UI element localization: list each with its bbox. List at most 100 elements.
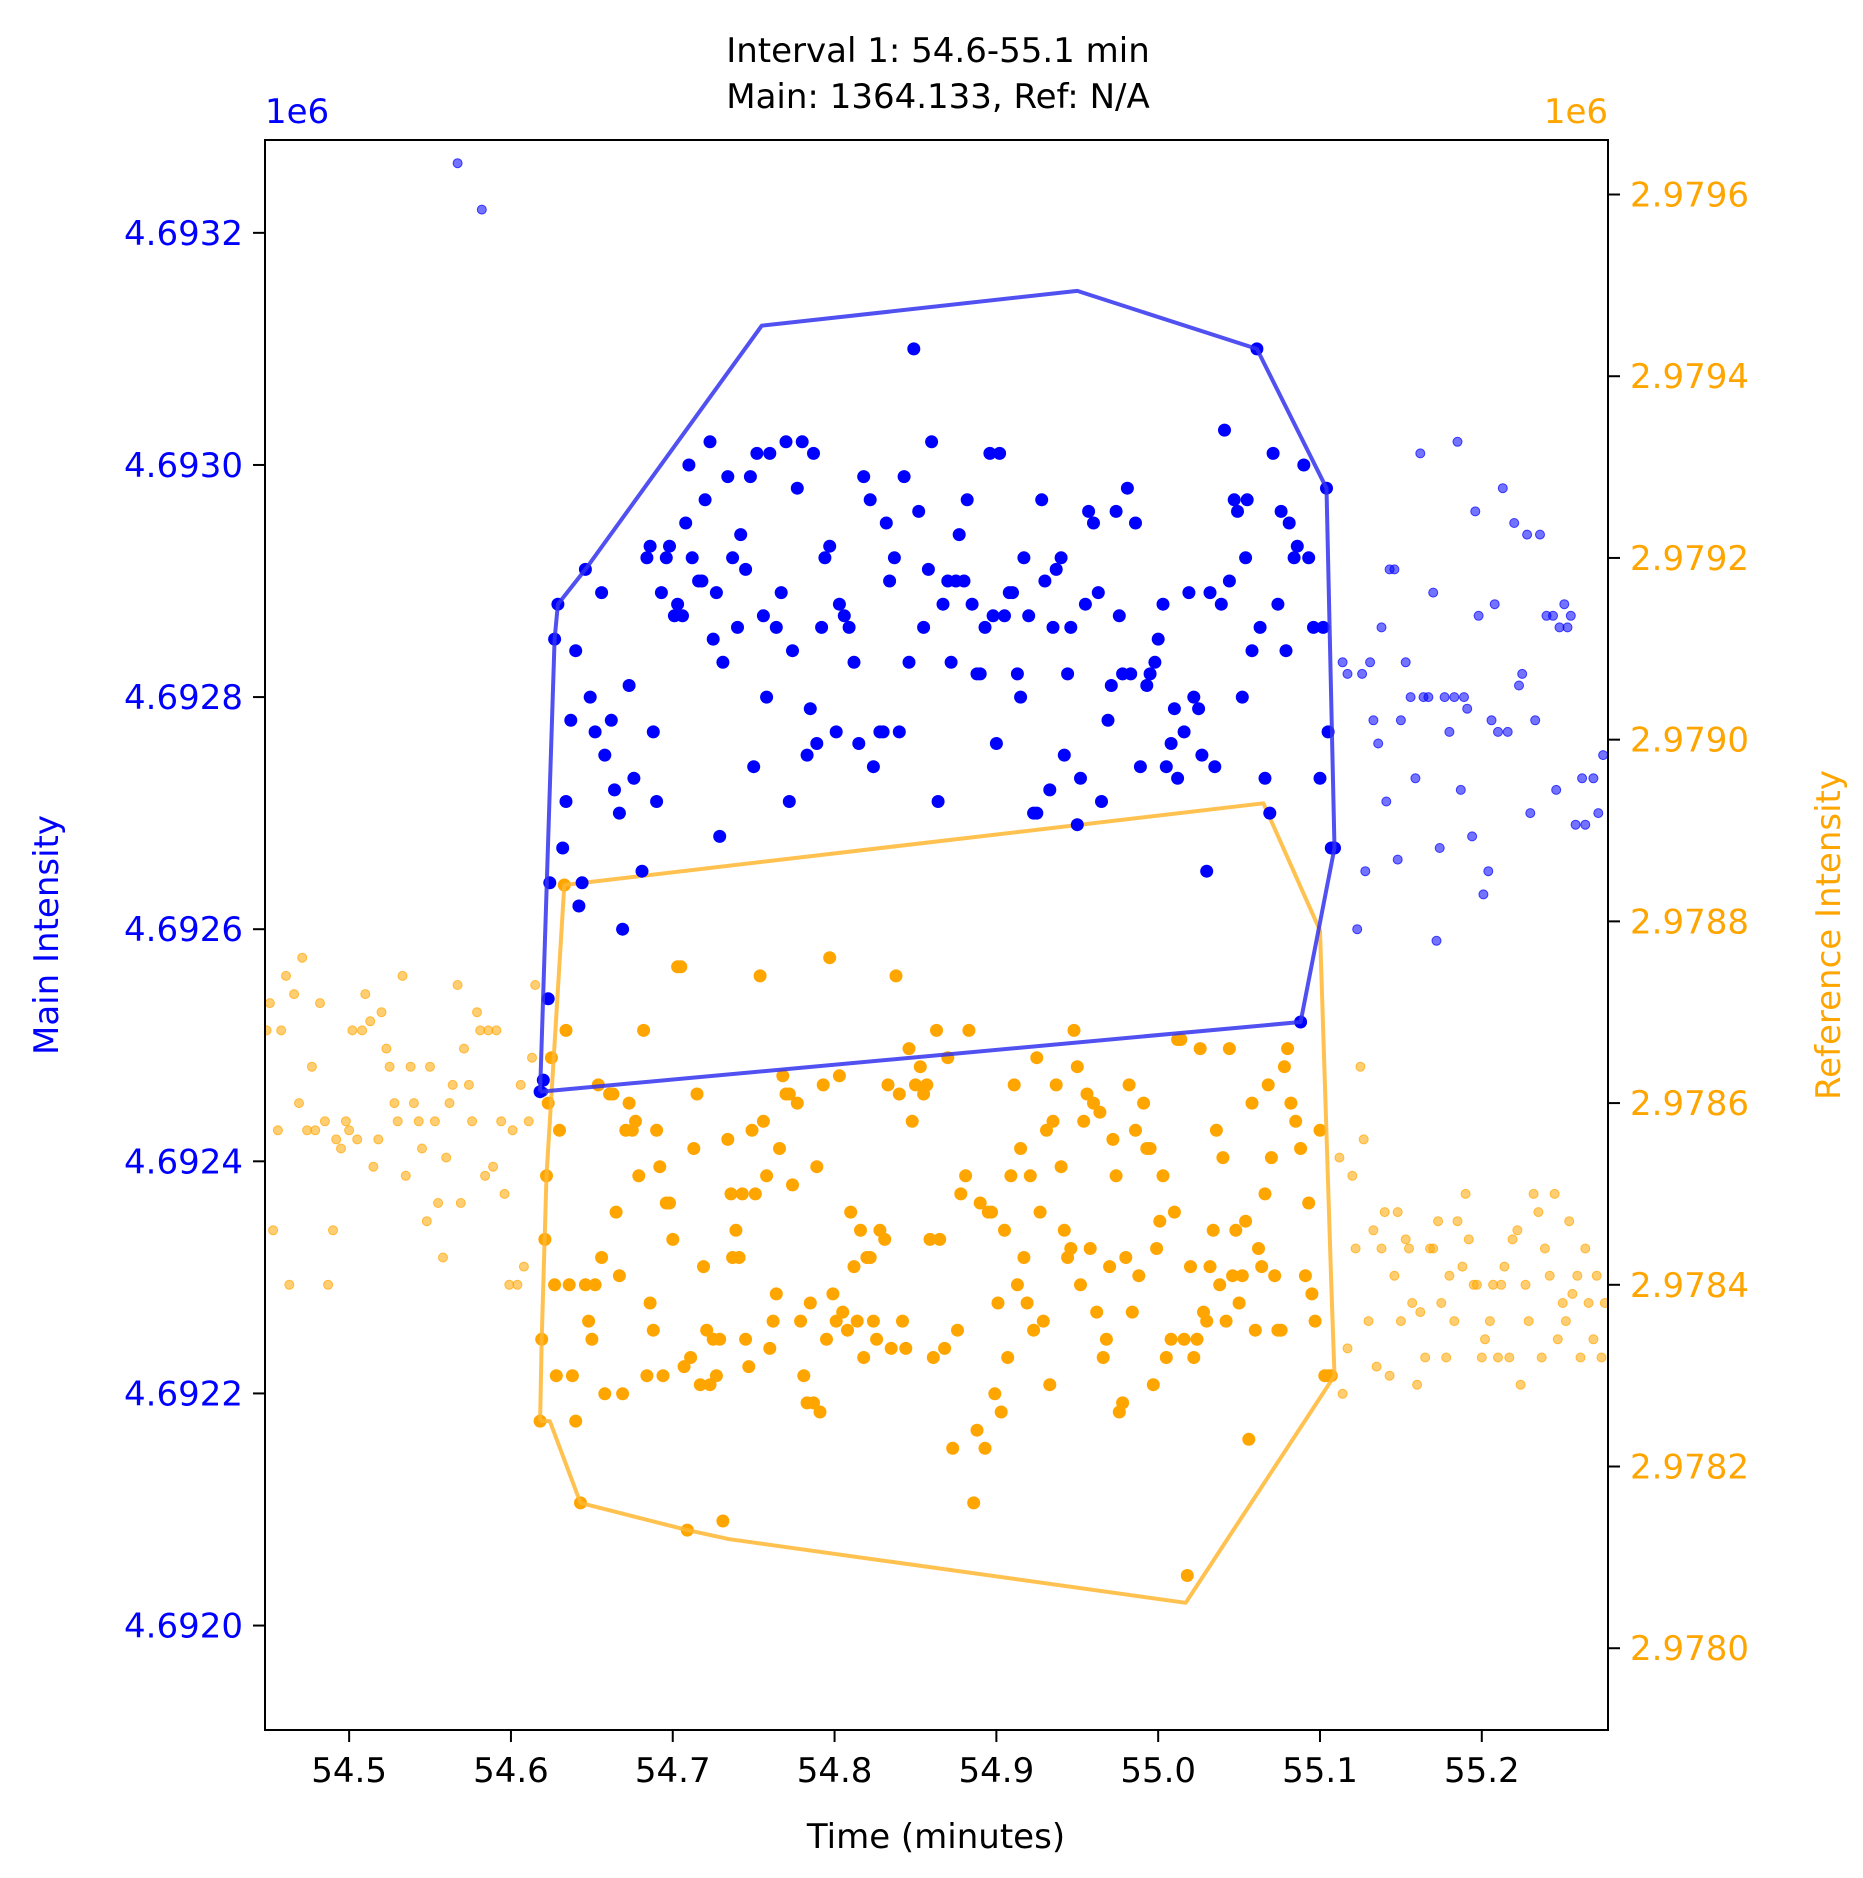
main-interval-point — [747, 760, 761, 774]
reference-interval-point — [1106, 1132, 1120, 1146]
reference-interval-point — [713, 1332, 727, 1346]
reference-outside-point — [1504, 1352, 1515, 1363]
reference-interval-point — [1033, 1205, 1047, 1219]
main-interval-point — [1167, 702, 1181, 716]
reference-interval-point — [693, 1378, 707, 1392]
reference-interval-point — [1020, 1296, 1034, 1310]
reference-interval-point — [1074, 1278, 1087, 1292]
main-interval-point — [698, 493, 712, 507]
main-outside-point — [1470, 506, 1481, 517]
reference-interval-point — [1203, 1260, 1217, 1274]
left-tick-label: 4.6922 — [124, 1374, 243, 1414]
reference-interval-point — [1156, 1169, 1170, 1183]
reference-interval-point — [1222, 1042, 1236, 1056]
reference-interval-point — [677, 1360, 691, 1374]
main-interval-point — [731, 620, 744, 634]
reference-outside-point — [463, 1079, 474, 1090]
reference-outside-point — [1350, 1243, 1361, 1254]
main-interval-point — [807, 446, 820, 460]
reference-interval-point — [549, 1369, 563, 1383]
main-interval-point — [803, 702, 817, 716]
reference-interval-point — [763, 1341, 777, 1355]
reference-interval-point — [674, 960, 688, 974]
main-interval-point — [1253, 620, 1267, 634]
main-interval-point — [604, 713, 618, 727]
reference-interval-point — [1219, 1314, 1233, 1328]
reference-outside-point — [1512, 1225, 1523, 1236]
main-outside-point — [1473, 610, 1484, 621]
reference-outside-point — [336, 1143, 346, 1154]
reference-interval-point — [553, 1123, 566, 1137]
main-interval-point — [734, 528, 748, 542]
reference-interval-point — [985, 1205, 998, 1219]
reference-outside-point — [1449, 1316, 1460, 1327]
reference-interval-point — [773, 1142, 786, 1155]
main-interval-point — [1235, 690, 1249, 704]
reference-outside-point — [1379, 1207, 1390, 1218]
reference-interval-point — [881, 1078, 895, 1092]
main-interval-point — [1245, 644, 1259, 658]
reference-interval-point — [637, 1023, 651, 1037]
reference-outside-point — [1480, 1334, 1490, 1345]
main-interval-point — [1109, 504, 1123, 518]
reference-interval-point — [756, 1114, 770, 1128]
main-interval-point — [1274, 504, 1288, 518]
main-outside-point — [1360, 866, 1371, 877]
reference-outside-point — [1539, 1243, 1550, 1254]
reference-interval-point — [1040, 1123, 1053, 1137]
reference-interval-point — [1096, 1351, 1110, 1364]
right-tick-label: 2.9792 — [1630, 539, 1749, 579]
reference-outside-point — [1588, 1334, 1599, 1345]
reference-interval-point — [863, 1251, 877, 1264]
reference-outside-point — [421, 1216, 432, 1227]
reference-interval-point — [1143, 1142, 1157, 1155]
reference-outside-point — [1499, 1261, 1510, 1272]
reference-interval-point — [1087, 1096, 1100, 1110]
reference-interval-point — [1167, 1205, 1181, 1219]
reference-outside-point — [331, 1134, 342, 1145]
main-outside-point — [1598, 750, 1608, 761]
reference-interval-point — [1064, 1242, 1078, 1255]
reference-interval-point — [632, 1169, 646, 1183]
reference-outside-point — [365, 1016, 376, 1027]
reference-outside-point — [405, 1061, 416, 1072]
main-outside-point — [1410, 773, 1421, 784]
reference-interval-point — [643, 1296, 657, 1310]
main-interval-point — [1240, 493, 1254, 507]
reference-interval-point — [724, 1187, 738, 1201]
main-outside-point — [1434, 843, 1445, 853]
reference-outside-point — [452, 980, 463, 990]
reference-interval-point — [609, 1205, 623, 1219]
reference-interval-point — [892, 1087, 906, 1101]
reference-outside-point — [1572, 1270, 1583, 1281]
left-tick-label: 4.6930 — [124, 446, 243, 486]
main-outside-point — [1580, 819, 1591, 830]
x-tick-label: 55.0 — [1120, 1751, 1196, 1791]
reference-outside-point — [265, 998, 275, 1009]
reference-interval-point — [585, 1332, 599, 1346]
reference-interval-point — [582, 1314, 596, 1328]
reference-outside-point — [268, 1225, 279, 1236]
reference-interval-point — [1119, 1251, 1133, 1264]
reference-interval-point — [1080, 1087, 1094, 1101]
main-interval-point — [679, 516, 693, 530]
reference-outside-point — [1552, 1334, 1563, 1345]
main-outside-point — [1551, 784, 1562, 795]
reference-interval-point — [1043, 1378, 1057, 1392]
reference-outside-point — [1575, 1352, 1586, 1363]
reference-outside-point — [1533, 1207, 1544, 1218]
reference-interval-point — [663, 1196, 676, 1210]
main-interval-point — [857, 470, 871, 484]
reference-interval-point — [1030, 1051, 1044, 1065]
reference-interval-point — [1014, 1142, 1028, 1155]
reference-outside-point — [1337, 1388, 1348, 1399]
main-outside-point — [1509, 518, 1520, 528]
reference-outside-point — [1463, 1234, 1474, 1245]
main-outside-point — [1522, 529, 1533, 540]
x-tick-label: 54.6 — [473, 1751, 549, 1791]
reference-outside-point — [467, 1116, 478, 1127]
main-interval-point — [993, 446, 1007, 460]
reference-interval-point — [820, 1332, 833, 1346]
reference-interval-point — [1046, 1114, 1060, 1128]
reference-outside-point — [447, 1079, 458, 1090]
